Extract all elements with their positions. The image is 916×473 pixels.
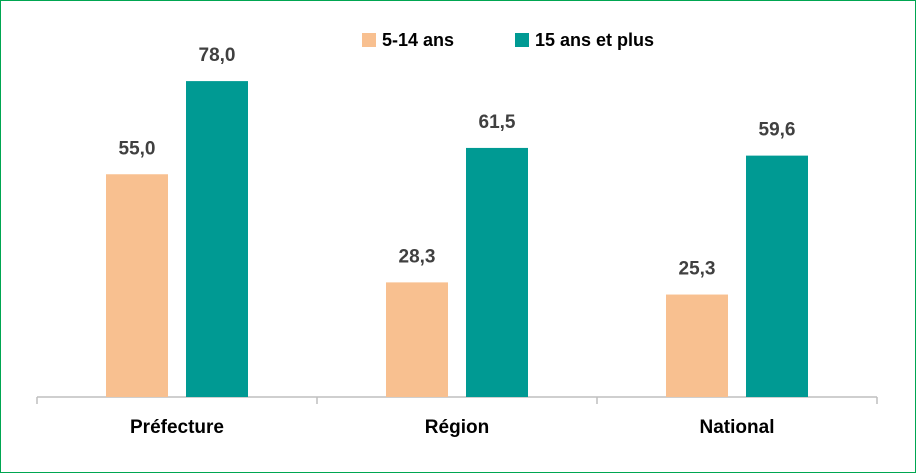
bar bbox=[746, 155, 808, 397]
legend-swatch bbox=[362, 33, 376, 47]
bar bbox=[106, 174, 168, 397]
bar-layer: 55,0 78,0 28,3 61,5 25,3 59,6 bbox=[106, 45, 808, 397]
bar bbox=[666, 294, 728, 397]
data-label: 55,0 bbox=[119, 138, 156, 159]
data-label: 61,5 bbox=[479, 112, 516, 133]
axis-layer: Préfecture Région National bbox=[36, 396, 878, 438]
data-label: 59,6 bbox=[759, 120, 796, 141]
x-tick-label: Préfecture bbox=[130, 417, 224, 438]
legend-swatch bbox=[515, 33, 529, 47]
x-tick-label: National bbox=[700, 417, 775, 438]
data-label: 25,3 bbox=[679, 259, 716, 280]
x-tick-label: Région bbox=[425, 417, 489, 438]
legend: 5-14 ans 15 ans et plus bbox=[362, 30, 654, 50]
data-label: 28,3 bbox=[399, 246, 436, 267]
data-label: 78,0 bbox=[199, 45, 236, 66]
bar bbox=[186, 81, 248, 397]
legend-label: 15 ans et plus bbox=[535, 30, 654, 50]
legend-label: 5-14 ans bbox=[382, 30, 454, 50]
bar bbox=[466, 147, 528, 397]
bar bbox=[386, 282, 448, 397]
